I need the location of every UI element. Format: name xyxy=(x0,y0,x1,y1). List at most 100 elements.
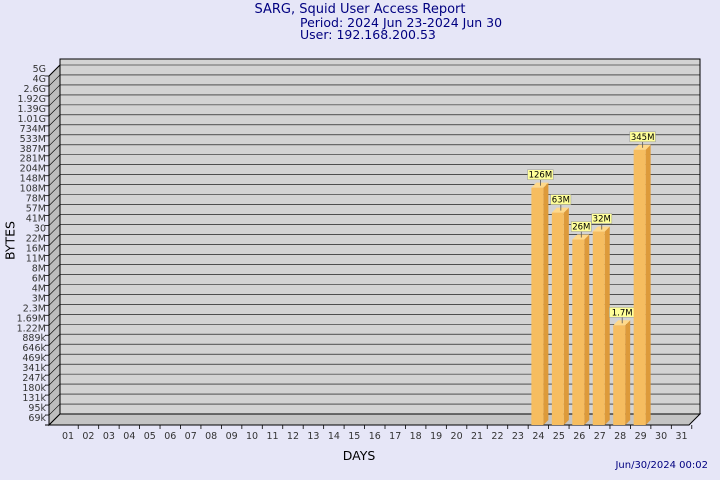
x-tick-label: 24 xyxy=(532,431,544,442)
bar-side xyxy=(645,144,651,425)
bar-front xyxy=(531,187,544,425)
y-tick-label: 16M xyxy=(26,243,46,254)
bar-value-label: 1.7M xyxy=(612,308,633,318)
gridline-side xyxy=(48,314,61,326)
x-tick-label: 19 xyxy=(430,431,442,442)
bar-day-27: 32M xyxy=(591,213,613,425)
y-tick-label: 646k xyxy=(22,343,46,354)
x-tick-label: 31 xyxy=(676,431,688,442)
gridline-side xyxy=(48,294,61,306)
gridline-side xyxy=(48,373,61,386)
bar-value-label: 63M xyxy=(552,196,570,206)
y-tick-label: 131k xyxy=(22,393,46,404)
y-tick-label: 1.01G xyxy=(17,114,46,125)
gridline-side xyxy=(48,334,61,346)
x-tick-label: 21 xyxy=(471,431,483,442)
y-tick-label: 1.22M xyxy=(17,323,46,334)
y-tick-label: 11M xyxy=(26,253,46,264)
y-tick-label: 22M xyxy=(26,234,46,245)
bar-front xyxy=(551,212,564,425)
bar-top xyxy=(531,182,549,188)
y-tick-label: 30 xyxy=(34,224,46,235)
gridline-side xyxy=(48,284,61,296)
bar-label-box xyxy=(629,131,656,143)
x-tick-label: 16 xyxy=(369,431,381,442)
bar-day-26: 26M xyxy=(570,221,592,425)
x-tick-label: 15 xyxy=(348,431,360,442)
x-tick-label: 12 xyxy=(287,431,299,442)
y-tick-label: 204M xyxy=(20,164,46,175)
y-tick-label: 2.3M xyxy=(23,303,46,314)
y-tick-label: 8M xyxy=(32,263,46,274)
y-tick-label: 889k xyxy=(22,333,46,344)
x-tick-label: 30 xyxy=(655,431,667,442)
bar-side xyxy=(543,182,549,425)
x-tick-label: 17 xyxy=(389,431,401,442)
gridline-side xyxy=(48,154,61,166)
bar-value-label: 345M xyxy=(631,133,655,143)
bar-side xyxy=(563,207,569,425)
gridline-side xyxy=(48,403,61,416)
bar-day-25: 63M xyxy=(550,194,572,425)
bar-label-box xyxy=(591,213,613,224)
bar-top xyxy=(572,234,590,240)
x-tick-label: 29 xyxy=(635,431,647,442)
gridline-side xyxy=(48,304,61,316)
y-tick-label: 180k xyxy=(22,383,46,394)
y-tick-label: 341k xyxy=(22,363,46,374)
bar-value-label: 32M xyxy=(593,215,611,225)
gridline-side xyxy=(48,413,61,426)
bar-front xyxy=(572,239,585,425)
user-text: User: 192.168.200.53 xyxy=(300,27,436,42)
x-tick-label: 06 xyxy=(164,431,176,442)
x-tick-label: 07 xyxy=(185,431,197,442)
gridline-side xyxy=(48,104,61,117)
gridline-side xyxy=(48,343,61,356)
gridline-side xyxy=(48,134,61,147)
gridline-side xyxy=(48,254,61,266)
y-tick-label: 469k xyxy=(22,353,46,364)
gridline-side xyxy=(48,393,61,406)
gridline-side xyxy=(48,194,61,206)
x-tick-label: 25 xyxy=(553,431,565,442)
bar-top xyxy=(633,144,651,150)
x-tick-label: 10 xyxy=(246,431,258,442)
period-text: Period: 2024 Jun 23-2024 Jun 30 xyxy=(300,15,503,30)
x-tick-label: 26 xyxy=(573,431,585,442)
gridline-side xyxy=(48,144,61,156)
y-tick-label: 78M xyxy=(26,194,46,205)
x-tick-label: 20 xyxy=(451,431,463,442)
x-tick-label: 08 xyxy=(205,431,217,442)
x-tick-label: 04 xyxy=(123,431,135,442)
gridline-side xyxy=(48,353,61,366)
gridline-side xyxy=(48,234,61,246)
gridline-side xyxy=(48,383,61,396)
y-tick-label: 69k xyxy=(28,413,46,424)
bar-top xyxy=(592,226,610,232)
bar-front xyxy=(633,149,646,425)
bar-front xyxy=(613,325,626,425)
bar-label-box xyxy=(550,194,572,205)
bar-front xyxy=(592,231,605,425)
y-tick-label: 281M xyxy=(20,154,46,165)
plot-side-wall xyxy=(48,63,61,427)
y-tick-label: 533M xyxy=(20,134,46,145)
y-tick-label: 1.39G xyxy=(17,104,46,115)
x-tick-label: 28 xyxy=(614,431,626,442)
y-tick-label: 1.69M xyxy=(17,313,46,324)
x-tick-label: 09 xyxy=(226,431,238,442)
x-tick-label: 14 xyxy=(328,431,340,442)
bar-value-label: 126M xyxy=(529,171,553,181)
gridline-side xyxy=(48,74,61,87)
bar-label-box xyxy=(527,169,554,180)
timestamp: Jun/30/2024 00:02 xyxy=(615,460,708,471)
bar-day-28: 1.7M xyxy=(609,307,636,425)
y-tick-label: 387M xyxy=(20,144,46,155)
y-tick-label: 1.92G xyxy=(17,94,46,105)
gridline-side xyxy=(48,184,61,196)
x-tick-label: 11 xyxy=(266,431,278,442)
y-tick-label: 57M xyxy=(26,204,46,215)
y-tick-label: 247k xyxy=(22,373,46,384)
